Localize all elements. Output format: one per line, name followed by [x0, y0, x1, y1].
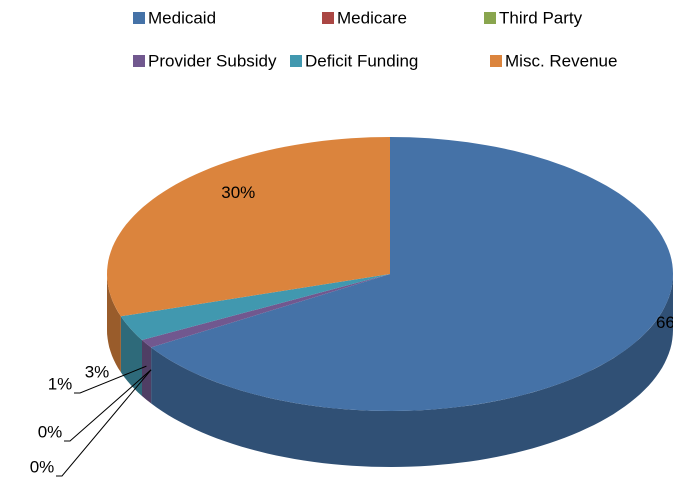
pie-slice: [151, 137, 673, 411]
pie-slice: [120, 274, 391, 340]
legend-label: Deficit Funding: [305, 51, 418, 70]
data-label: 0%: [30, 457, 55, 476]
pie-slice-side: [120, 316, 142, 396]
data-label: 0%: [38, 422, 63, 441]
legend-swatch: [133, 55, 145, 67]
data-label: 3%: [85, 362, 110, 381]
leader-line: [56, 369, 152, 477]
legend-label: Medicaid: [148, 8, 216, 27]
pie-slice: [107, 137, 390, 317]
legend-swatch: [490, 55, 502, 67]
pie-slice: [142, 274, 390, 348]
pie-slice-side: [142, 340, 152, 404]
legend-swatch: [133, 12, 145, 24]
data-label: 30%: [221, 183, 255, 202]
pie-slice-side: [107, 274, 121, 373]
pie-slice-side: [151, 274, 673, 467]
legend-label: Misc. Revenue: [505, 51, 617, 70]
data-label: 66%: [656, 313, 673, 332]
legend-label: Medicare: [337, 8, 407, 27]
legend-label: Third Party: [499, 8, 583, 27]
leader-line: [64, 369, 152, 442]
legend-label: Provider Subsidy: [148, 51, 277, 70]
leader-line: [74, 365, 147, 394]
legend-swatch: [322, 12, 334, 24]
legend-swatch: [290, 55, 302, 67]
data-label: 1%: [48, 374, 73, 393]
legend-swatch: [484, 12, 496, 24]
